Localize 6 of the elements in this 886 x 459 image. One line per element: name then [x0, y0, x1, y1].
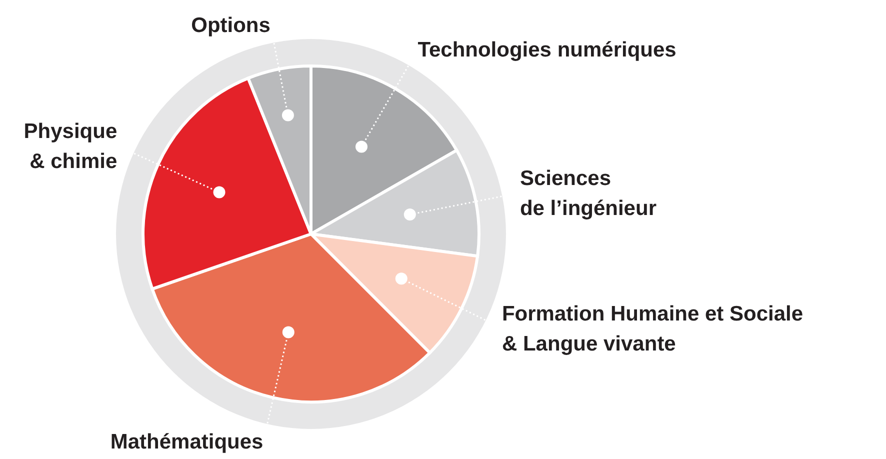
- slice-label: Physique & chimie: [24, 120, 118, 173]
- slice-label: Mathématiques: [110, 430, 264, 454]
- slice-label: Formation Humaine et Sociale & Langue vivante: [502, 302, 804, 356]
- slice-label: Sciences de l’ingénieur: [520, 166, 657, 220]
- slice-label: Technologies numériques: [418, 38, 676, 62]
- slice-label: Options: [191, 14, 270, 37]
